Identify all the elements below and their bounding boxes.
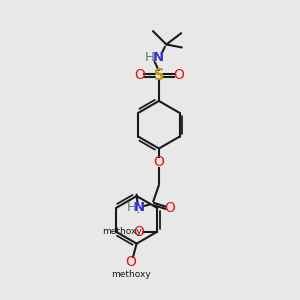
FancyBboxPatch shape	[129, 203, 135, 212]
FancyBboxPatch shape	[147, 53, 153, 62]
Text: O: O	[164, 201, 175, 215]
Text: O: O	[134, 68, 145, 82]
Text: N: N	[134, 202, 145, 214]
FancyBboxPatch shape	[128, 258, 134, 266]
FancyBboxPatch shape	[175, 70, 181, 80]
Text: O: O	[173, 68, 184, 82]
Text: O: O	[134, 225, 144, 239]
Text: methoxy: methoxy	[111, 270, 151, 279]
Text: methoxy: methoxy	[103, 226, 142, 236]
FancyBboxPatch shape	[136, 70, 143, 80]
Text: O: O	[154, 155, 164, 170]
Text: S: S	[154, 68, 164, 82]
Text: O: O	[125, 255, 136, 269]
Text: H: H	[145, 51, 155, 64]
FancyBboxPatch shape	[155, 53, 161, 62]
FancyBboxPatch shape	[136, 203, 142, 212]
FancyBboxPatch shape	[156, 70, 162, 80]
FancyBboxPatch shape	[136, 227, 142, 236]
Text: N: N	[152, 51, 164, 64]
Text: H: H	[127, 202, 137, 214]
FancyBboxPatch shape	[156, 158, 162, 167]
FancyBboxPatch shape	[166, 203, 172, 212]
